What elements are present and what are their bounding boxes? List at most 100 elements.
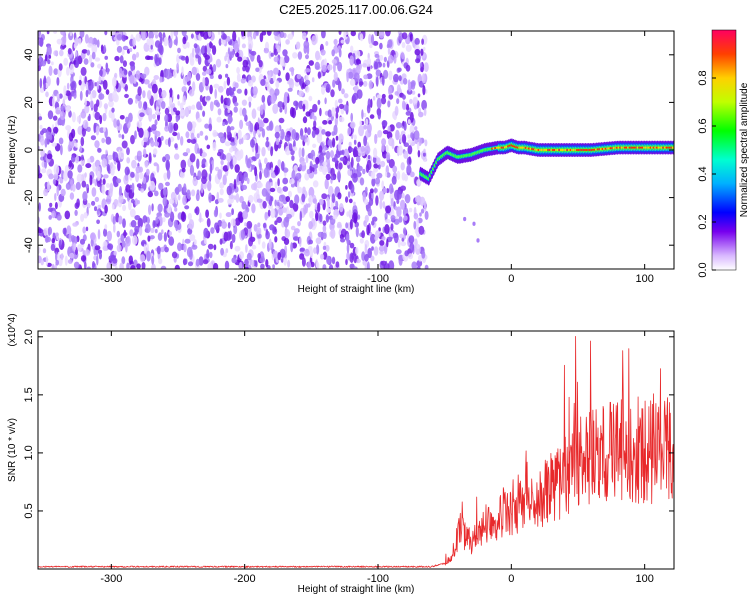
heatmap-cell	[40, 149, 45, 157]
heatmap-cell	[284, 104, 288, 115]
heatmap-cell	[295, 41, 301, 50]
heatmap-cell	[248, 236, 254, 247]
heatmap-cell	[89, 174, 93, 186]
heatmap-cell	[85, 89, 89, 98]
heatmap-cell	[163, 172, 168, 180]
heatmap-cell	[170, 191, 176, 201]
heatmap-cell	[330, 89, 335, 98]
heatmap-cell	[184, 205, 190, 210]
heatmap-cell	[254, 122, 260, 132]
heatmap-cell	[68, 138, 75, 149]
heatmap-cell	[372, 40, 379, 46]
heatmap-cell	[113, 223, 116, 233]
heatmap-cell	[280, 194, 285, 199]
heatmap-cell	[108, 188, 113, 198]
heatmap-cell	[267, 193, 271, 201]
heatmap-cell	[229, 126, 235, 131]
heatmap-cell	[348, 198, 353, 204]
heatmap-cell	[88, 80, 94, 91]
heatmap-cell	[108, 255, 114, 262]
heatmap-cell	[322, 264, 327, 269]
heatmap-cell	[231, 233, 236, 243]
heatmap-cell	[60, 36, 66, 46]
heatmap-cell	[219, 238, 223, 245]
heatmap-cell	[176, 54, 180, 64]
heatmap-cell	[177, 94, 180, 100]
heatmap-cell	[384, 224, 390, 235]
heatmap-cell	[463, 216, 467, 222]
heatmap-cell	[117, 160, 121, 172]
heatmap-cell	[245, 121, 251, 126]
heatmap-cell	[138, 100, 143, 109]
heatmap-cell	[421, 38, 424, 45]
heatmap-cell	[246, 252, 252, 261]
heatmap-cell	[187, 212, 192, 221]
heatmap-cell	[357, 168, 361, 178]
heatmap-cell	[43, 227, 49, 237]
heatmap-cell	[396, 198, 400, 205]
heatmap-cell	[282, 186, 289, 192]
heatmap-cell	[289, 178, 295, 185]
heatmap-cell	[277, 101, 284, 108]
heatmap-cell	[230, 141, 236, 146]
heatmap-cell	[404, 194, 411, 204]
heatmap-cell	[261, 146, 266, 157]
heatmap-cell	[375, 195, 379, 206]
heatmap-cell	[233, 42, 240, 53]
heatmap-cell	[331, 193, 336, 204]
heatmap-cell	[325, 41, 329, 46]
heatmap-cell	[90, 62, 95, 68]
heatmap-cell	[257, 182, 263, 189]
heatmap-cell	[405, 44, 412, 52]
heatmap-cell	[135, 166, 141, 174]
heatmap-cell	[124, 84, 128, 92]
heatmap-cell	[396, 84, 401, 94]
heatmap-cell	[381, 120, 388, 127]
heatmap-cell	[195, 54, 200, 59]
heatmap-cell	[198, 256, 204, 266]
heatmap-cell	[223, 80, 227, 90]
heatmap-cell	[265, 140, 270, 148]
snr-series-line	[38, 335, 674, 568]
heatmap-cell	[245, 244, 248, 253]
heatmap-cell	[347, 127, 352, 135]
heatmap-cell	[151, 203, 154, 212]
heatmap-cell	[302, 103, 306, 112]
heatmap-cell	[417, 93, 421, 98]
heatmap-cell	[287, 259, 291, 268]
heatmap-cell	[281, 161, 285, 171]
heatmap-cell	[144, 66, 150, 76]
heatmap-cell	[276, 201, 280, 207]
heatmap-cell	[207, 262, 213, 269]
heatmap-cell	[304, 79, 311, 86]
heatmap-cell	[394, 91, 399, 96]
heatmap-cell	[51, 61, 54, 66]
heatmap-cell	[374, 61, 379, 70]
heatmap-cell	[353, 72, 360, 82]
heatmap-cell	[212, 64, 217, 72]
heatmap-cell	[112, 151, 119, 162]
heatmap-cell	[284, 229, 291, 239]
heatmap-cell	[103, 228, 108, 237]
heatmap-cell	[149, 235, 155, 240]
heatmap-cell	[299, 210, 302, 222]
heatmap-cell	[69, 31, 73, 37]
heatmap-cell	[185, 131, 190, 139]
heatmap-cell	[85, 226, 89, 232]
heatmap-cell	[407, 253, 414, 260]
heatmap-cell	[105, 149, 108, 155]
heatmap-cell	[341, 88, 345, 95]
heatmap-cell	[368, 33, 372, 45]
heatmap-cell	[244, 88, 248, 96]
heatmap-cell	[132, 37, 136, 47]
heatmap-cell	[276, 186, 282, 194]
heatmap-cell	[173, 31, 179, 37]
heatmap-cell	[82, 226, 86, 234]
heatmap-cell	[300, 161, 307, 166]
heatmap-cell	[206, 144, 211, 150]
heatmap-cell	[266, 31, 272, 36]
heatmap-cell	[396, 98, 400, 105]
heatmap-cell	[369, 44, 373, 49]
heatmap-cell	[204, 123, 210, 129]
heatmap-cell	[209, 251, 213, 259]
